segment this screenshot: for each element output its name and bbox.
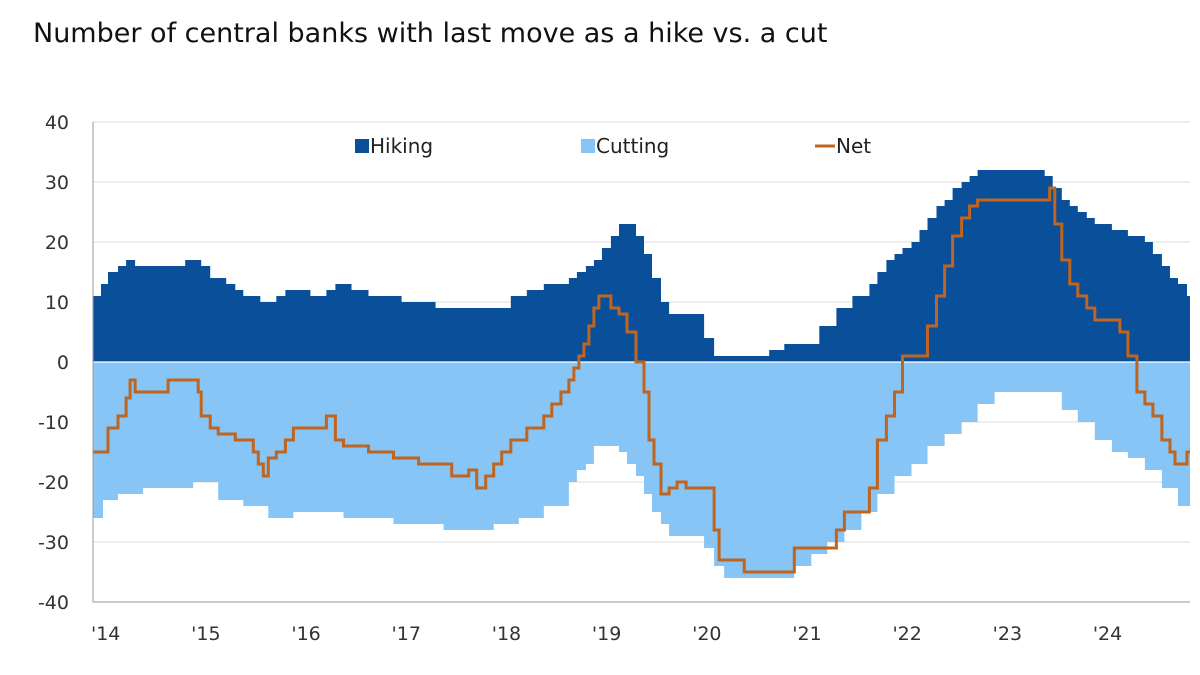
x-tick-label: '24 [1093, 623, 1122, 645]
legend-label-net: Net [836, 134, 871, 158]
x-tick-label: '16 [291, 623, 320, 645]
y-axis-tick-labels: 40 30 20 10 0 -10 -20 -30 -40 [38, 112, 69, 614]
x-tick-label: '23 [993, 623, 1022, 645]
x-axis-tick-labels: '14 '15 '16 '17 '18 '19 '20 '21 '22 '23 '24 [91, 623, 1122, 645]
y-tick-label: -20 [38, 472, 69, 494]
area-cutting [93, 362, 1190, 578]
y-tick-label: -10 [38, 412, 69, 434]
net-line-series [93, 186, 1190, 574]
x-tick-label: '19 [592, 623, 621, 645]
area-series [93, 170, 1190, 578]
x-tick-label: '18 [492, 623, 521, 645]
y-tick-label: 10 [45, 292, 69, 314]
x-tick-label: '21 [792, 623, 821, 645]
legend-label-hiking: Hiking [370, 134, 433, 158]
y-tick-label: 30 [45, 172, 69, 194]
legend: Hiking Cutting Net [355, 134, 871, 158]
legend-label-cutting: Cutting [596, 134, 669, 158]
chart-title: Number of central banks with last move a… [33, 18, 828, 49]
y-tick-label: 20 [45, 232, 69, 254]
y-tick-label: 40 [45, 112, 69, 134]
x-tick-label: '20 [692, 623, 721, 645]
line-net [93, 186, 1190, 574]
x-tick-label: '14 [91, 623, 120, 645]
x-tick-label: '17 [392, 623, 421, 645]
y-tick-label: 0 [57, 352, 69, 374]
x-tick-label: '22 [892, 623, 921, 645]
y-tick-label: -40 [38, 592, 69, 614]
y-tick-label: -30 [38, 532, 69, 554]
legend-swatch-cutting [581, 139, 595, 153]
area-hiking [93, 170, 1190, 362]
axes [92, 122, 1190, 603]
legend-swatch-hiking [355, 139, 369, 153]
x-tick-label: '15 [191, 623, 220, 645]
